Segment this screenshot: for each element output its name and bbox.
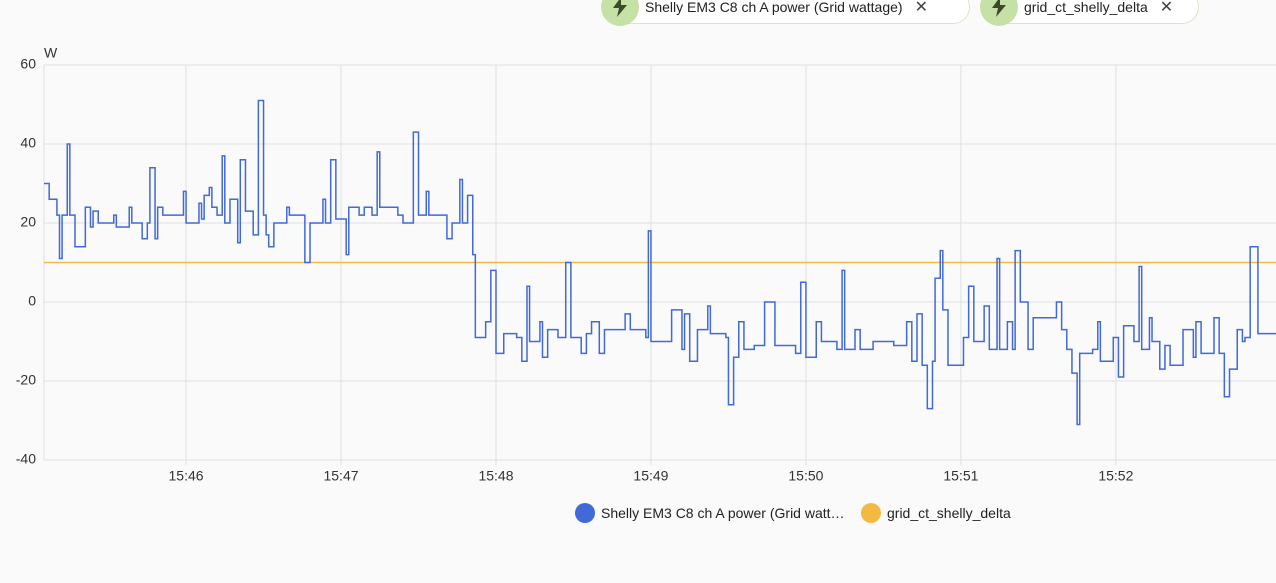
legend-swatch	[575, 503, 595, 523]
x-tick-label: 15:51	[943, 468, 978, 484]
y-unit: W	[44, 45, 58, 61]
series-line	[44, 99, 1276, 426]
x-tick-label: 15:50	[788, 468, 823, 484]
legend: Shelly EM3 C8 ch A power (Grid wattage) …	[575, 503, 1025, 523]
y-tick-label: 20	[20, 214, 36, 230]
entity-chip[interactable]: Shelly EM3 C8 ch A power (Grid wattage) ✕	[601, 0, 970, 26]
x-tick-label: 15:46	[169, 468, 204, 484]
y-tick-label: -40	[16, 451, 36, 467]
legend-item[interactable]: Shelly EM3 C8 ch A power (Grid wattage)	[575, 503, 847, 523]
chip-label: Shelly EM3 C8 ch A power (Grid wattage)	[645, 0, 903, 15]
y-tick-label: 0	[28, 293, 36, 309]
y-tick-label: -20	[16, 372, 36, 388]
y-tick-label: 60	[20, 56, 36, 72]
legend-label: Shelly EM3 C8 ch A power (Grid wattage)	[601, 505, 847, 521]
x-tick-label: 15:48	[478, 468, 513, 484]
x-tick-label: 15:49	[633, 468, 668, 484]
legend-swatch	[861, 503, 881, 523]
legend-item[interactable]: grid_ct_shelly_delta	[861, 503, 1011, 523]
chip-remove[interactable]: ✕	[1159, 0, 1174, 16]
x-tick-label: 15:52	[1098, 468, 1133, 484]
y-tick-label: 40	[20, 135, 36, 151]
legend-label: grid_ct_shelly_delta	[887, 505, 1011, 521]
x-tick-label: 15:47	[323, 468, 358, 484]
chip-label: grid_ct_shelly_delta	[1024, 0, 1148, 15]
entity-chip[interactable]: grid_ct_shelly_delta ✕	[980, 0, 1199, 26]
chip-remove[interactable]: ✕	[914, 0, 928, 16]
